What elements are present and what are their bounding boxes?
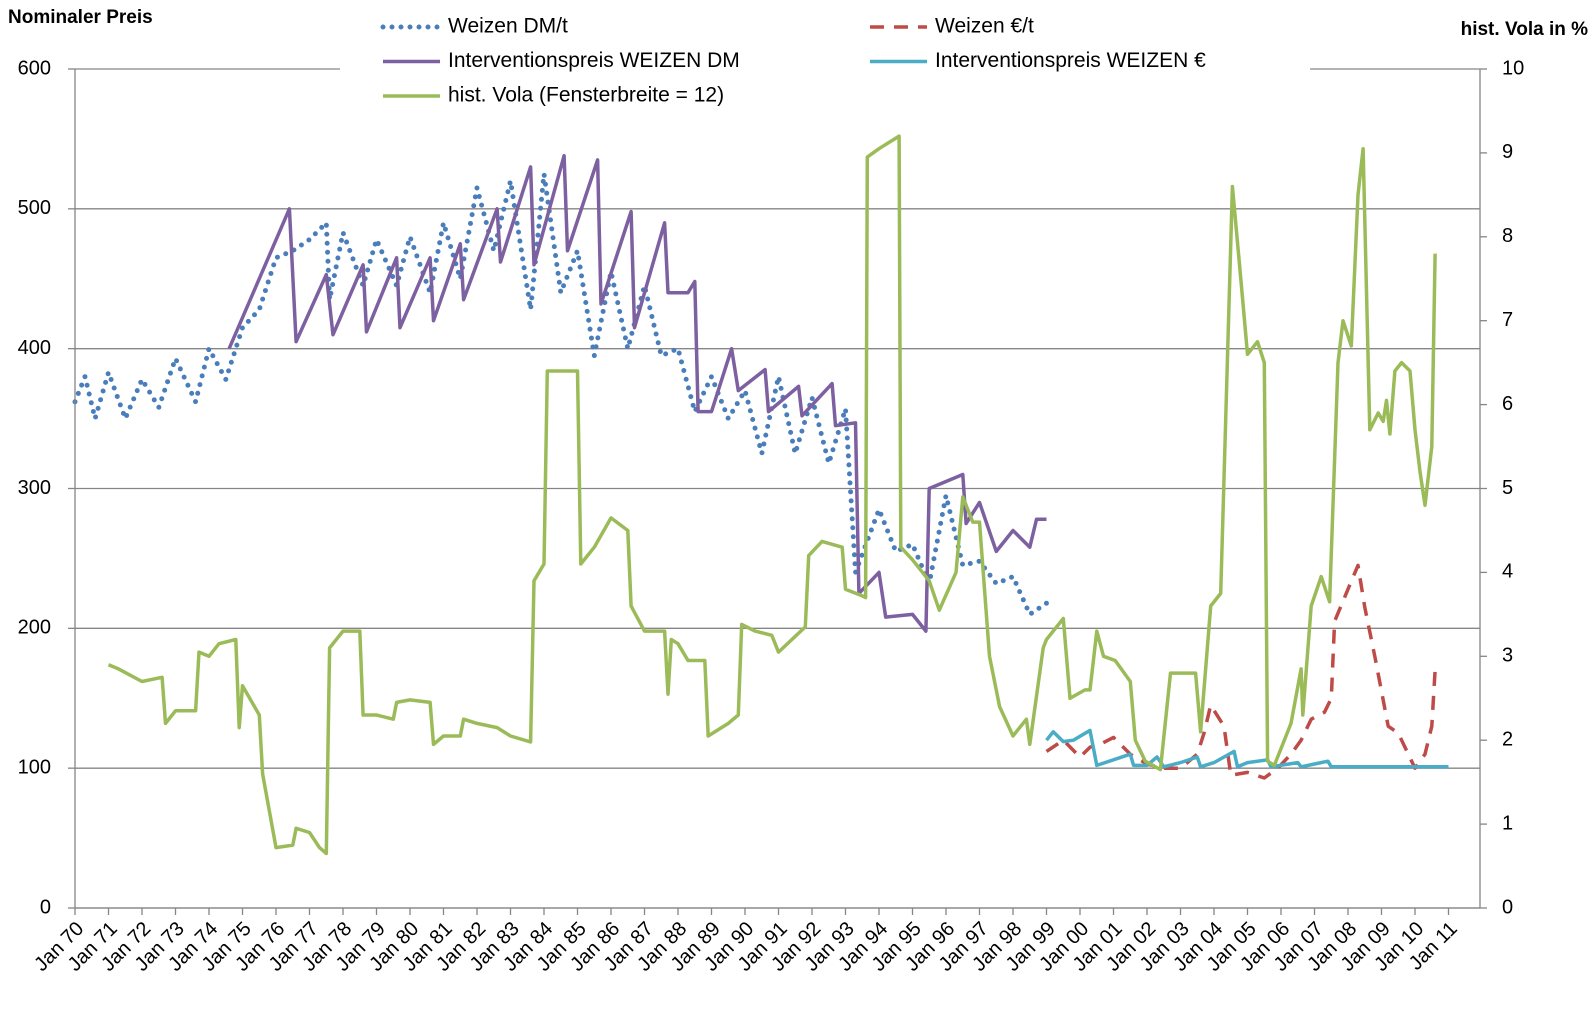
legend: Weizen DM/t Weizen €/t Interventionspreis …: [380, 15, 1206, 107]
y2-tick-label: 7: [1502, 309, 1513, 331]
y2-axis-title: hist. Vola in %: [1461, 19, 1588, 40]
y2-tick-label: 4: [1502, 561, 1513, 583]
series-line: [72, 171, 1049, 617]
y-tick-label: 100: [18, 756, 51, 778]
y2-tick-label: 10: [1502, 57, 1524, 79]
y-axis-title: Nominaler Preis: [8, 7, 153, 28]
y-tick-label: 500: [18, 197, 51, 219]
series-line: [1045, 563, 1437, 780]
y-tick-label: 400: [18, 337, 51, 359]
y-tick-label: 300: [18, 477, 51, 499]
y2-tick-label: 2: [1502, 728, 1513, 750]
legend-label: hist. Vola (Fensterbreite = 12): [448, 84, 724, 107]
legend-background: [340, 0, 1310, 112]
lines: [72, 134, 1449, 856]
grid: [75, 68, 1480, 909]
y2-tick-label: 0: [1502, 896, 1513, 918]
series-line: [1045, 728, 1449, 769]
series-line: [227, 153, 1047, 633]
legend-label: Interventionspreis WEIZEN €: [935, 49, 1206, 72]
legend-label: Weizen €/t: [935, 15, 1034, 38]
y-tick-label: 200: [18, 617, 51, 639]
y2-tick-label: 9: [1502, 141, 1513, 163]
y2-tick-label: 8: [1502, 225, 1513, 247]
y2-tick-label: 3: [1502, 645, 1513, 667]
y2-tick-label: 6: [1502, 393, 1513, 415]
y-tick-label: 0: [40, 896, 51, 918]
legend-label: Weizen DM/t: [448, 15, 568, 38]
y-tick-label: 600: [18, 57, 51, 79]
series-line: [107, 134, 1437, 856]
legend-label: Interventionspreis WEIZEN DM: [448, 49, 740, 72]
y2-tick-label: 5: [1502, 477, 1513, 499]
y2-tick-label: 1: [1502, 812, 1513, 834]
